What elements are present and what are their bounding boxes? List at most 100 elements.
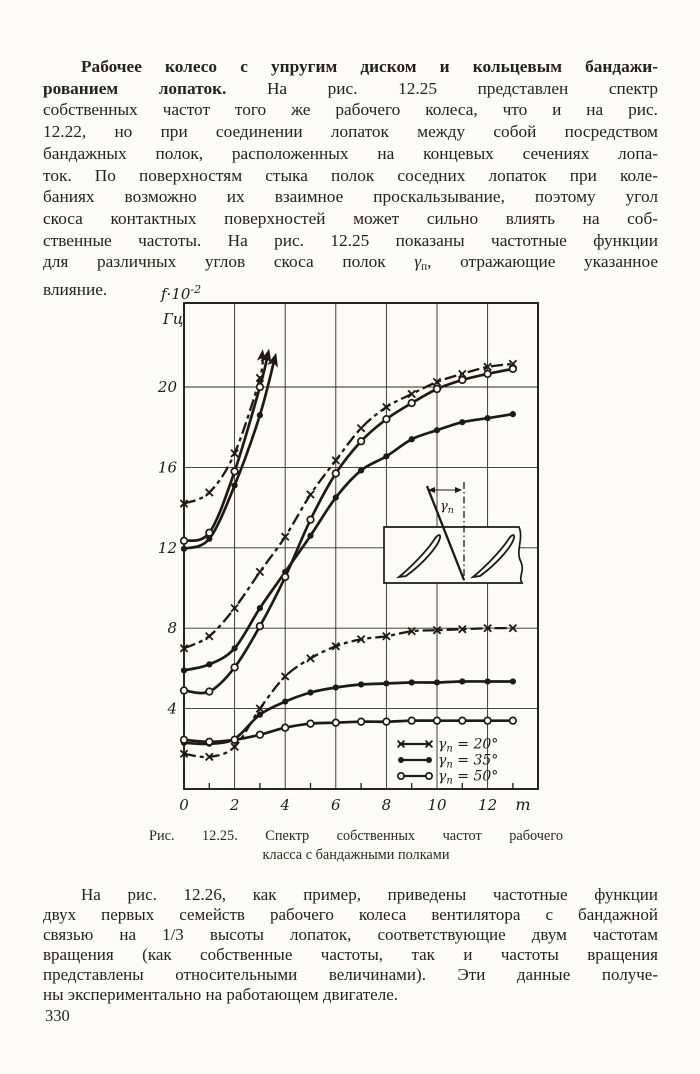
filled-dot-marker bbox=[459, 419, 466, 426]
open-circle-marker bbox=[397, 772, 405, 780]
chart-legend: γn = 20°γn = 35°γn = 50° bbox=[396, 737, 498, 787]
page-number: 330 bbox=[45, 1006, 70, 1025]
x-marker bbox=[382, 402, 391, 412]
open-circle-marker bbox=[483, 716, 492, 725]
open-circle-marker bbox=[179, 536, 189, 545]
curve-family3-gamma-50 bbox=[183, 348, 272, 543]
x-marker bbox=[407, 626, 416, 636]
x-marker bbox=[306, 654, 315, 663]
curve-markers bbox=[179, 359, 518, 762]
y-tick-label: 16 bbox=[158, 458, 178, 476]
open-circle-marker bbox=[255, 622, 265, 631]
filled-dot-marker bbox=[358, 467, 365, 474]
x-marker bbox=[356, 423, 366, 433]
open-circle-marker bbox=[425, 772, 433, 780]
x-marker bbox=[432, 625, 442, 635]
text-line: ственные частоты. На рис. 12.25 показаны… bbox=[43, 230, 658, 250]
filled-dot-marker bbox=[180, 545, 188, 552]
filled-dot-marker bbox=[408, 679, 415, 686]
open-circle-marker bbox=[281, 723, 290, 732]
open-circle-marker bbox=[356, 717, 366, 726]
filled-dot-marker bbox=[256, 605, 263, 612]
open-circle-marker bbox=[407, 398, 416, 408]
blade-section-left bbox=[395, 534, 442, 579]
inset-angle-label: γn bbox=[440, 499, 454, 516]
skew-face-line bbox=[425, 485, 466, 581]
filled-dot-marker bbox=[408, 436, 415, 443]
text-line: влияние. bbox=[43, 279, 108, 299]
x-tick-label: 10 bbox=[427, 796, 447, 814]
y-tick-label: 12 bbox=[158, 539, 177, 557]
open-circle-marker bbox=[458, 716, 467, 725]
x-marker bbox=[205, 752, 214, 762]
open-circle-marker bbox=[306, 719, 315, 728]
y-axis-label: f·10-2 bbox=[160, 283, 201, 303]
x-marker bbox=[458, 369, 467, 379]
open-circle-marker bbox=[306, 515, 315, 524]
x-tick-label: 0 bbox=[179, 796, 189, 814]
x-marker bbox=[432, 377, 442, 387]
filled-dot-marker bbox=[282, 698, 289, 705]
text-line: представлены относительными величинами).… bbox=[43, 964, 658, 984]
x-marker bbox=[508, 623, 518, 633]
filled-dot-marker bbox=[358, 681, 365, 688]
filled-dot-marker bbox=[256, 711, 263, 718]
filled-dot-marker bbox=[383, 680, 390, 687]
x-marker bbox=[483, 362, 492, 372]
legend-label: γn = 35° bbox=[438, 753, 498, 771]
y-tick-label: 20 bbox=[157, 378, 178, 396]
filled-dot-marker bbox=[383, 453, 390, 460]
filled-dot-marker bbox=[256, 412, 263, 419]
open-circle-marker bbox=[179, 735, 189, 744]
text-line: баниях возможно их взаимное проскальзыва… bbox=[43, 187, 658, 207]
filled-dot-marker bbox=[180, 667, 188, 674]
open-circle-marker bbox=[230, 735, 239, 744]
open-circle-marker bbox=[483, 369, 492, 379]
text-line: Рабочее колесо с упругим диском и кольце… bbox=[81, 57, 658, 76]
x-marker bbox=[396, 739, 406, 749]
open-circle-marker bbox=[255, 382, 265, 392]
x-marker bbox=[424, 739, 434, 749]
caption-line-2: класса с бандажными полками bbox=[262, 847, 450, 863]
open-circle-marker bbox=[281, 572, 290, 582]
open-circle-marker bbox=[432, 716, 442, 725]
filled-dot-marker bbox=[307, 689, 314, 696]
x-marker bbox=[407, 389, 416, 399]
axis-labels: 4 8 12 16 20 0 2 4 6 8 10 12 m f·10-2 Гц bbox=[157, 283, 531, 814]
y-tick-label: 8 bbox=[167, 619, 177, 637]
text-line: бандажных полок, расположенных на концев… bbox=[43, 143, 658, 163]
x-marker bbox=[280, 672, 290, 681]
x-marker bbox=[255, 373, 265, 383]
text-line: двух первых семейств рабочего колеса вен… bbox=[43, 904, 658, 924]
open-circle-marker bbox=[407, 716, 416, 725]
inset-blade-diagram: γn bbox=[383, 482, 524, 584]
x-tick-label: 6 bbox=[331, 796, 341, 814]
open-circle-marker bbox=[230, 663, 239, 672]
x-marker bbox=[230, 603, 239, 613]
x-tick-label: 2 bbox=[229, 796, 240, 814]
x-axis-ticks bbox=[208, 783, 514, 789]
filled-dot-marker bbox=[459, 678, 466, 685]
x-tick-label: 4 bbox=[279, 796, 290, 814]
open-circle-marker bbox=[331, 718, 340, 727]
x-tick-label: 12 bbox=[478, 796, 497, 814]
filled-dot-marker bbox=[206, 661, 213, 668]
x-marker bbox=[331, 642, 341, 651]
curve-family1-gamma-35 bbox=[183, 680, 513, 746]
filled-dot-marker bbox=[231, 482, 238, 489]
filled-dot-marker bbox=[484, 678, 491, 685]
blade-section-right bbox=[469, 534, 516, 579]
figure-caption: Рис. 12.25. Спектр собственных частот ра… bbox=[149, 827, 563, 865]
caption-line-1: Рис. 12.25. Спектр собственных частот ра… bbox=[149, 828, 563, 844]
filled-dot-marker bbox=[433, 427, 441, 434]
open-circle-marker bbox=[382, 415, 391, 424]
text-line: ны экспериментально на работающем двигат… bbox=[43, 984, 398, 1004]
text-line: рованием лопаток. На рис. 12.25 представ… bbox=[43, 78, 658, 98]
open-circle-marker bbox=[179, 686, 189, 695]
open-circle-marker bbox=[458, 375, 467, 385]
x-marker bbox=[179, 644, 189, 653]
open-circle-marker bbox=[508, 364, 518, 374]
open-circle-marker bbox=[205, 528, 214, 537]
filled-dot-marker bbox=[332, 494, 339, 501]
